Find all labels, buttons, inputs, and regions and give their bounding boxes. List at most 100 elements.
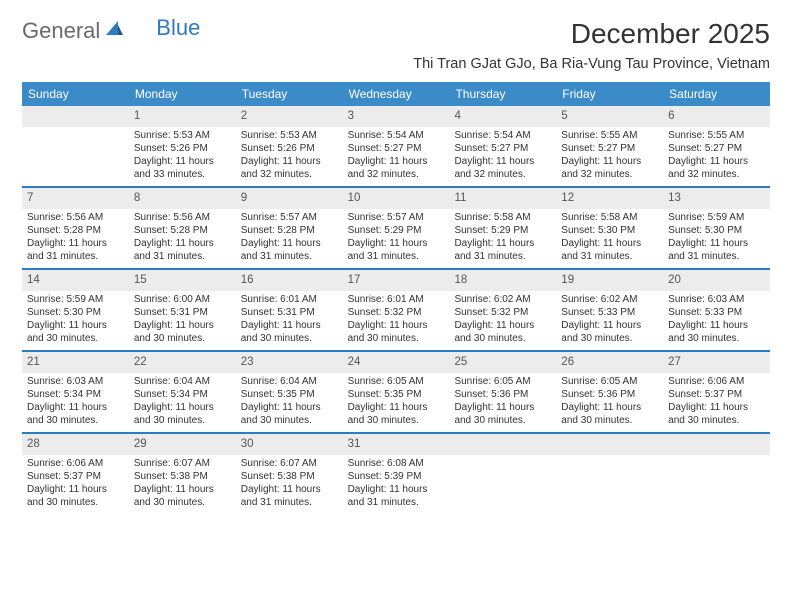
daylight-line: Daylight: 11 hours and 30 minutes. [561,401,658,427]
day-number: 6 [663,106,770,127]
header: General Blue December 2025 Thi Tran GJat… [22,18,770,72]
sunset-line: Sunset: 5:36 PM [561,388,658,401]
calendar-cell: 29Sunrise: 6:07 AMSunset: 5:38 PMDayligh… [129,432,236,513]
sunset-line: Sunset: 5:30 PM [668,224,765,237]
calendar-cell: 14Sunrise: 5:59 AMSunset: 5:30 PMDayligh… [22,268,129,349]
calendar-cell: 12Sunrise: 5:58 AMSunset: 5:30 PMDayligh… [556,186,663,267]
sunrise-line: Sunrise: 5:56 AM [27,211,124,224]
daylight-line: Daylight: 11 hours and 32 minutes. [561,155,658,181]
sunset-line: Sunset: 5:39 PM [348,470,445,483]
calendar-cell: 23 Sunrise: 6:04 AMSunset: 5:35 PMDayligh… [236,350,343,431]
sunset-line: Sunset: 5:31 PM [241,306,338,319]
sunset-line: Sunset: 5:32 PM [454,306,551,319]
sunset-line: Sunset: 5:26 PM [134,142,231,155]
day-number: 7 [22,186,129,209]
day-number: 9 [236,186,343,209]
calendar-cell: 21Sunrise: 6:03 AMSunset: 5:34 PMDayligh… [22,350,129,431]
calendar-cell: 15Sunrise: 6:00 AMSunset: 5:31 PMDayligh… [129,268,236,349]
calendar-cell [449,432,556,513]
sunrise-line: Sunrise: 5:55 AM [561,129,658,142]
calendar-week: 7Sunrise: 5:56 AMSunset: 5:28 PMDaylight… [22,186,770,268]
calendar-week: 28Sunrise: 6:06 AMSunset: 5:37 PMDayligh… [22,432,770,514]
sunset-line: Sunset: 5:35 PM [241,388,338,401]
daylight-line: Daylight: 11 hours and 30 minutes. [668,319,765,345]
daylight-line: Daylight: 11 hours and 31 minutes. [134,237,231,263]
sunrise-line: Sunrise: 6:06 AM [27,457,124,470]
calendar-cell: 31Sunrise: 6:08 AMSunset: 5:39 PMDayligh… [343,432,450,513]
daylight-line: Daylight: 11 hours and 30 minutes. [241,319,338,345]
daylight-line: Daylight: 11 hours and 30 minutes. [27,401,124,427]
day-number: 29 [129,432,236,455]
day-number: 23 [236,350,343,373]
sunrise-line: Sunrise: 6:06 AM [668,375,765,388]
day-number: 31 [343,432,450,455]
sunset-line: Sunset: 5:38 PM [134,470,231,483]
daylight-line: Daylight: 11 hours and 31 minutes. [27,237,124,263]
sunrise-line: Sunrise: 5:58 AM [454,211,551,224]
day-number: 11 [449,186,556,209]
day-number: 1 [129,106,236,127]
sunrise-line: Sunrise: 6:05 AM [561,375,658,388]
calendar-cell: 20Sunrise: 6:03 AMSunset: 5:33 PMDayligh… [663,268,770,349]
daylight-line: Daylight: 11 hours and 30 minutes. [348,401,445,427]
sunrise-line: Sunrise: 6:04 AM [241,375,338,388]
day-number [22,106,129,127]
sunset-line: Sunset: 5:28 PM [134,224,231,237]
location-text: Thi Tran GJat GJo, Ba Ria-Vung Tau Provi… [413,56,770,72]
dow-label: Friday [556,82,663,106]
calendar-cell: 2Sunrise: 5:53 AMSunset: 5:26 PMDaylight… [236,106,343,185]
calendar-cell: 26Sunrise: 6:05 AMSunset: 5:36 PMDayligh… [556,350,663,431]
sunset-line: Sunset: 5:29 PM [454,224,551,237]
calendar-cell: 28Sunrise: 6:06 AMSunset: 5:37 PMDayligh… [22,432,129,513]
daylight-line: Daylight: 11 hours and 31 minutes. [454,237,551,263]
calendar-cell: 4Sunrise: 5:54 AMSunset: 5:27 PMDaylight… [449,106,556,185]
logo-text-general: General [22,18,100,44]
calendar-cell: 27Sunrise: 6:06 AMSunset: 5:37 PMDayligh… [663,350,770,431]
day-number [663,432,770,455]
day-number [556,432,663,455]
calendar-cell [663,432,770,513]
sunrise-line: Sunrise: 5:53 AM [134,129,231,142]
sunrise-line: Sunrise: 6:07 AM [134,457,231,470]
daylight-line: Daylight: 11 hours and 32 minutes. [668,155,765,181]
daylight-line: Daylight: 11 hours and 30 minutes. [348,319,445,345]
daylight-line: Daylight: 11 hours and 30 minutes. [241,401,338,427]
sunset-line: Sunset: 5:34 PM [134,388,231,401]
daylight-line: Daylight: 11 hours and 31 minutes. [241,483,338,509]
sunset-line: Sunset: 5:31 PM [134,306,231,319]
calendar-cell: 7Sunrise: 5:56 AMSunset: 5:28 PMDaylight… [22,186,129,267]
calendar-cell: 24Sunrise: 6:05 AMSunset: 5:35 PMDayligh… [343,350,450,431]
sunset-line: Sunset: 5:27 PM [454,142,551,155]
calendar-cell: 11 Sunrise: 5:58 AMSunset: 5:29 PMDayligh… [449,186,556,267]
calendar-cell: 13Sunrise: 5:59 AMSunset: 5:30 PMDayligh… [663,186,770,267]
daylight-line: Daylight: 11 hours and 30 minutes. [134,319,231,345]
day-number: 2 [236,106,343,127]
day-number: 4 [449,106,556,127]
calendar-cell: 9Sunrise: 5:57 AMSunset: 5:28 PMDaylight… [236,186,343,267]
day-number: 13 [663,186,770,209]
day-number: 24 [343,350,450,373]
logo-text-blue: Blue [156,15,200,41]
calendar-cell: 17Sunrise: 6:01 AMSunset: 5:32 PMDayligh… [343,268,450,349]
sunrise-line: Sunrise: 5:57 AM [348,211,445,224]
sunset-line: Sunset: 5:36 PM [454,388,551,401]
sunset-line: Sunset: 5:29 PM [348,224,445,237]
dow-label: Wednesday [343,82,450,106]
sunrise-line: Sunrise: 5:59 AM [668,211,765,224]
sunset-line: Sunset: 5:38 PM [241,470,338,483]
dow-label: Monday [129,82,236,106]
dow-label: Tuesday [236,82,343,106]
daylight-line: Daylight: 11 hours and 30 minutes. [134,401,231,427]
daylight-line: Daylight: 11 hours and 30 minutes. [27,483,124,509]
sunset-line: Sunset: 5:28 PM [241,224,338,237]
sunrise-line: Sunrise: 6:07 AM [241,457,338,470]
logo: General Blue [22,18,200,44]
calendar: SundayMondayTuesdayWednesdayThursdayFrid… [22,82,770,514]
sunset-line: Sunset: 5:32 PM [348,306,445,319]
day-number: 18 [449,268,556,291]
page-title: December 2025 [413,18,770,50]
daylight-line: Daylight: 11 hours and 32 minutes. [454,155,551,181]
day-number: 3 [343,106,450,127]
calendar-week: 14Sunrise: 5:59 AMSunset: 5:30 PMDayligh… [22,268,770,350]
calendar-cell [556,432,663,513]
